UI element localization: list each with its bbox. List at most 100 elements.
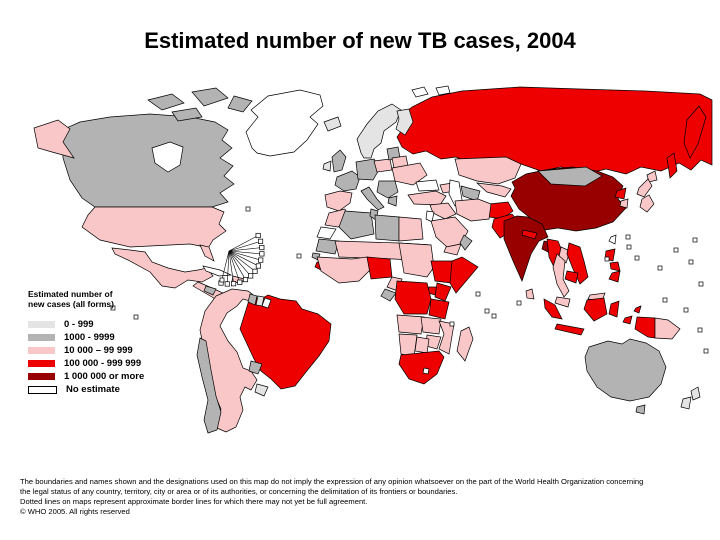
region-iceland [323,116,342,132]
legend-title-line1: Estimated number of [28,289,113,299]
region-alaska [33,119,75,159]
region-tanzania [428,298,450,320]
caribbean-leader-line [228,235,259,252]
region-turkey [407,190,447,206]
caribbean-leader-line [228,250,241,283]
region-mauritania [315,238,340,255]
page-title: Estimated number of new TB cases, 2004 [144,28,576,53]
small-island-box [703,348,709,354]
region-philippines [608,270,621,283]
legend-label: 100 000 - 999 999 [64,358,142,369]
region-france [334,170,361,192]
region-south_africa [398,350,445,385]
region-sakhalin [666,152,678,179]
caribbean-island-box [255,232,261,239]
region-poland [373,158,393,173]
small-island-box [516,300,522,306]
region-western_sahara [316,226,337,240]
small-island-box [296,253,302,259]
region-syria_iraq [429,202,457,220]
legend-label: 1 000 000 or more [64,371,145,382]
legend-item-cat4: 100 000 - 999 999 [28,358,158,369]
region-canada [61,113,235,208]
region-botswana [414,336,430,354]
region-paraguay [248,360,263,375]
region-germany_central [355,158,381,181]
region-somalia [449,256,479,294]
caribbean-island-box [242,277,249,283]
legend-item-noest: No estimate [28,384,158,395]
region-indonesia [622,315,633,325]
region-indonesia [608,300,620,318]
footnotes: The boundaries and names shown and the d… [20,477,712,517]
caribbean-island-box [237,279,243,285]
legend-swatch-cat3 [28,347,55,354]
region-indonesia [583,297,608,322]
region-china [510,166,627,232]
small-island-box [604,256,610,262]
region-gabon [380,288,397,302]
region-west_africa [316,256,372,284]
legend-swatch-cat2 [28,334,55,341]
region-arctic_islands [171,107,203,122]
region-belize_honduras [203,285,217,296]
small-island-box [219,277,225,283]
region-kenya [434,282,452,302]
region-chile [196,337,222,434]
region-svalbard [435,85,451,96]
caribbean-leader-line [226,250,230,284]
small-island-box [698,281,704,287]
region-uzbek_group [475,182,512,198]
small-island-box [673,247,679,253]
region-egypt [398,216,424,242]
region-new_zealand [690,386,701,401]
region-ukraine_romania [391,162,428,186]
region-thailand [552,253,570,298]
region-madagascar [456,326,474,362]
region-south_korea [619,198,629,209]
region-balkans [376,180,399,199]
region-svalbard [411,86,429,98]
caribbean-leader-line [228,250,262,255]
legend-swatch-cat5 [28,373,55,380]
region-new_guinea_west [634,316,656,339]
region-mexico [111,247,214,289]
footnote-line-4: © WHO 2005. All rights reserved [20,507,130,516]
legend-label: 10 000 – 99 999 [64,345,133,356]
legend-swatch-noest [28,385,57,394]
small-island-box [657,265,663,271]
region-finland [395,108,414,136]
caribbean-island-box [255,263,261,269]
small-island-box [133,314,139,320]
small-island-box [692,237,698,243]
region-lesotho [422,367,430,375]
map-legend: Estimated number of new cases (all forms… [28,289,158,397]
small-island-box [662,297,668,303]
small-island-box [683,307,689,313]
small-island-box [475,291,481,297]
region-cuba [202,265,233,277]
region-iberia [324,190,353,212]
region-yemen [443,243,462,256]
region-usa [81,206,227,251]
legend-item-cat2: 1000 - 9999 [28,332,158,343]
caribbean-leader-line [228,250,259,267]
legend-item-cat5: 1 000 000 or more [28,371,158,382]
caribbean-island-box [258,238,264,244]
region-libya [374,214,400,242]
legend-title-line2: new cases (all forms) [28,299,114,309]
region-indonesia [543,298,563,320]
region-iran [454,198,492,222]
small-island-box [449,321,455,327]
region-arctic_islands [227,95,253,113]
region-zambia [420,316,442,335]
small-island-box [697,327,703,333]
region-norway_sweden [356,103,402,159]
region-oman [459,234,473,251]
caribbean-island-box [252,268,258,274]
region-french_guiana [261,297,272,309]
region-kamchatka [683,105,707,159]
region-black_sea [415,179,440,192]
legend-swatch-cat1 [28,321,55,328]
